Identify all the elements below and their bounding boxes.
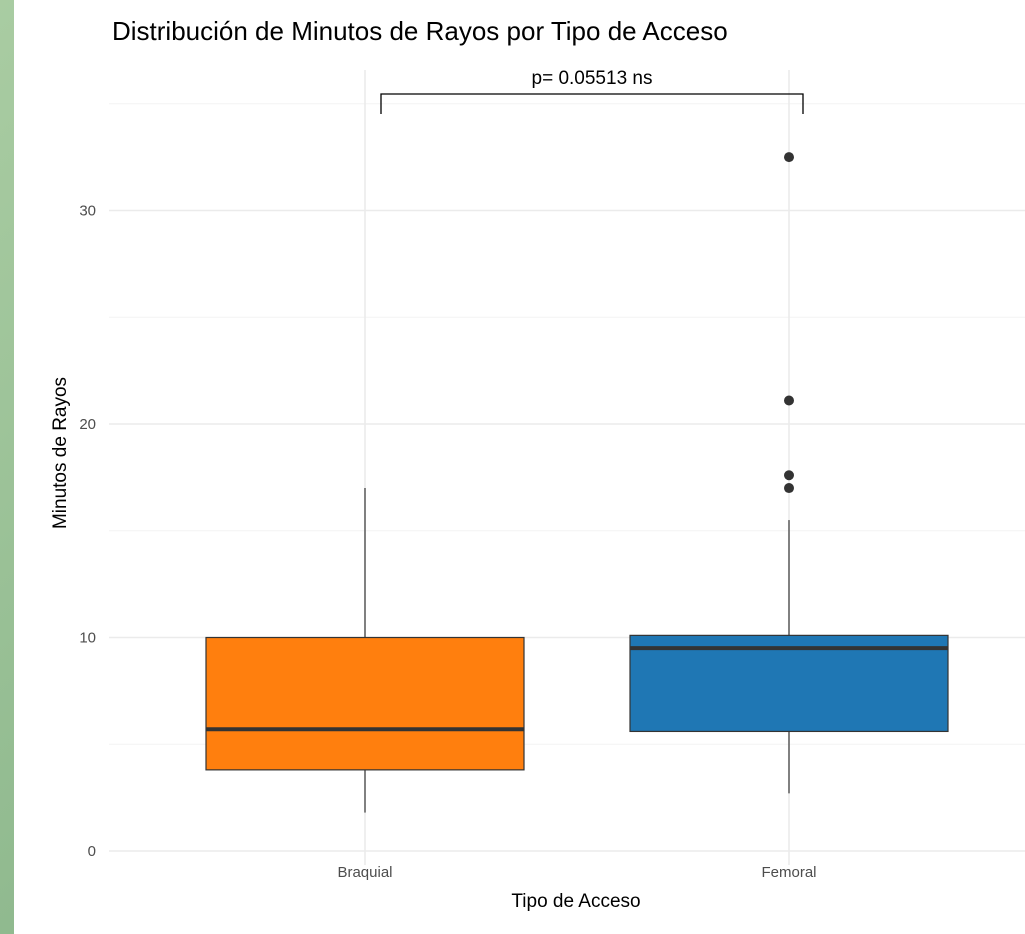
p-value-label: p= 0.05513 ns [532, 68, 653, 89]
chart-panel: p= 0.05513 ns 0 10 20 30 Braquial Femoral Dis… [14, 0, 1025, 934]
y-tick-label: 0 [88, 843, 96, 860]
outlier-point [784, 470, 794, 481]
box-plot-chart: p= 0.05513 ns 0 10 20 30 Braquial Femoral Dis… [50, 16, 1025, 912]
x-tick-label: Braquial [337, 864, 392, 881]
box-braquial [205, 488, 525, 813]
box-layer [205, 152, 949, 813]
x-axis-title: Tipo de Acceso [511, 891, 640, 912]
y-tick-label: 10 [79, 630, 96, 647]
y-axis-title: Minutos de Rayos [50, 377, 71, 529]
x-tick-label: Femoral [761, 864, 816, 881]
box-rect [205, 636, 525, 771]
chart-title: Distribución de Minutos de Rayos por Tip… [112, 16, 728, 46]
axis-ticks: 0 10 20 30 Braquial Femoral [79, 203, 816, 882]
significance-annotation: p= 0.05513 ns [380, 68, 804, 114]
outlier-point [784, 152, 794, 163]
outlier-point [784, 395, 794, 406]
outlier-point [784, 483, 794, 494]
y-tick-label: 30 [79, 203, 96, 220]
box-femoral [629, 152, 949, 794]
box-rect [629, 634, 949, 733]
y-tick-label: 20 [79, 416, 96, 433]
significance-bracket [380, 93, 804, 114]
